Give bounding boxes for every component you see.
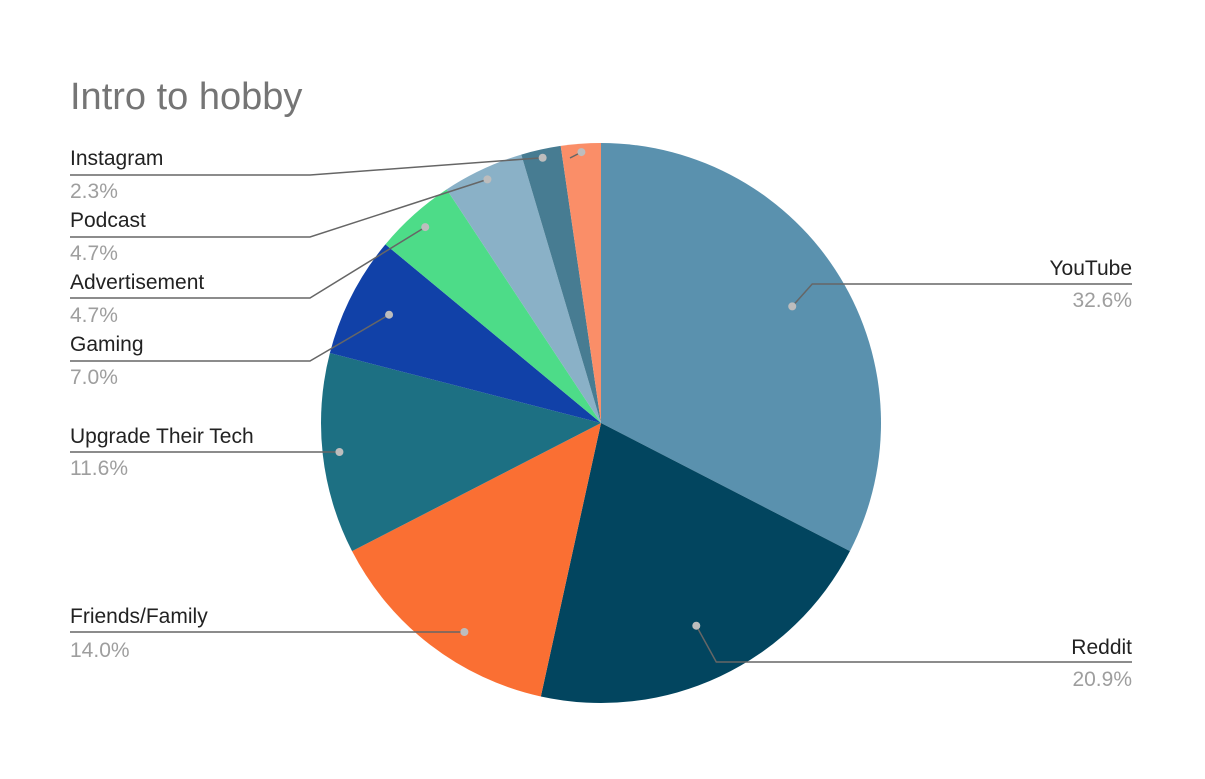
slice-percent-friends-family: 14.0% <box>70 639 130 662</box>
pie-slice-reddit <box>540 423 850 703</box>
anchor-dot-instagram <box>538 153 547 162</box>
slice-percent-podcast: 4.7% <box>70 242 118 265</box>
slice-label-friends-family: Friends/Family <box>70 605 208 628</box>
pie-slice-youtube <box>601 143 881 552</box>
pie-slice-advertisement <box>385 189 601 423</box>
anchor-dot-advertisement <box>421 223 430 232</box>
anchor-dot-reddit <box>692 621 701 630</box>
anchor-dot-gaming <box>385 310 394 319</box>
slice-percent-instagram: 2.3% <box>70 180 118 203</box>
slice-percent-advertisement: 4.7% <box>70 304 118 327</box>
pie-slice-upgrade-their-tech <box>321 353 601 552</box>
leader-line-podcast <box>70 178 488 238</box>
slice-label-advertisement: Advertisement <box>70 271 204 294</box>
anchor-dot-friends-family <box>460 628 469 636</box>
leader-line-instagram <box>70 156 543 176</box>
slice-percent-upgrade-their-tech: 11.6% <box>70 457 128 480</box>
anchor-dot-youtube <box>788 302 797 311</box>
anchor-dot-upgrade-their-tech <box>335 448 344 456</box>
leader-line-gaming <box>70 314 390 362</box>
slice-label-youtube: YouTube <box>1049 257 1132 280</box>
slice-label-reddit: Reddit <box>1071 636 1132 659</box>
slice-percent-youtube: 32.6% <box>1072 289 1132 312</box>
anchor-dot-unlabeled <box>577 148 586 157</box>
anchor-dot-podcast <box>483 175 492 184</box>
pie-slice-podcast <box>446 154 601 423</box>
slice-label-upgrade-their-tech: Upgrade Their Tech <box>70 425 254 448</box>
leader-line-youtube <box>791 283 1132 307</box>
pie-slice-gaming <box>329 244 601 423</box>
pie-slice-friends-family <box>352 423 601 697</box>
slice-label-instagram: Instagram <box>70 147 163 170</box>
chart-title: Intro to hobby <box>70 76 303 118</box>
leader-line-advertisement <box>70 226 426 299</box>
pie-slice-unlabeled <box>560 143 601 423</box>
pie-slice-instagram <box>521 145 601 423</box>
slice-percent-reddit: 20.9% <box>1072 668 1132 691</box>
leader-line-reddit <box>695 625 1132 663</box>
slice-label-podcast: Podcast <box>70 209 146 232</box>
slice-label-gaming: Gaming <box>70 333 144 356</box>
slice-percent-gaming: 7.0% <box>70 366 118 389</box>
